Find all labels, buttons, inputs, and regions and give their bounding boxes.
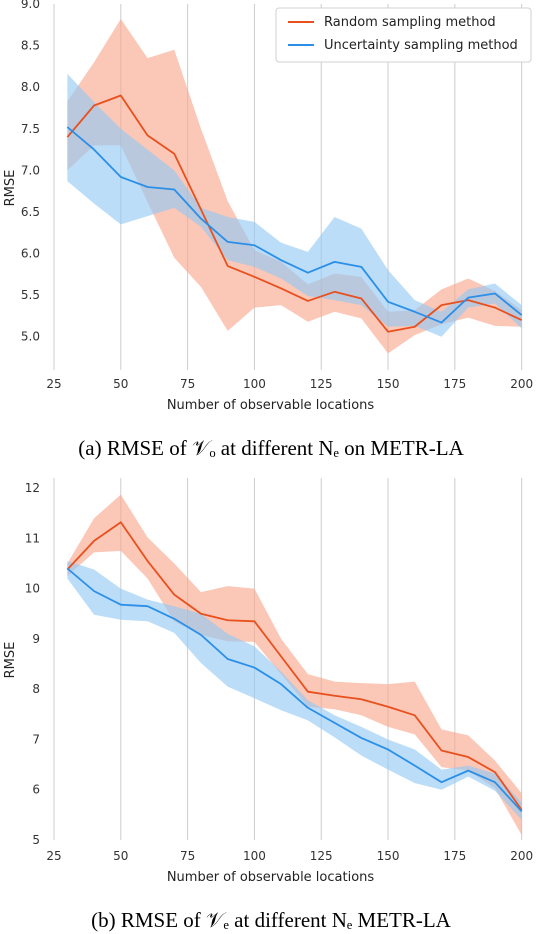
y-tick-label: 6.5: [21, 205, 40, 219]
y-axis-label: RMSE: [3, 170, 18, 207]
y-tick-label: 8: [32, 682, 40, 696]
x-axis-label: Number of observable locations: [167, 398, 375, 413]
chart-panel-a: 25 50 75 100 125 150 175 200 5.0 5.5 6.0 6.5 7.0 7.5 8…: [3, 0, 533, 413]
y-tick-label: 12: [25, 481, 40, 495]
x-tick-label: 25: [46, 849, 61, 863]
y-tick-label: 7.0: [21, 163, 40, 177]
line-uncertainty: [66, 567, 523, 812]
y-tick-label: 6: [32, 783, 40, 797]
y-tick-label: 8.5: [21, 39, 40, 53]
x-tick-label: 100: [243, 377, 266, 391]
y-axis-label: RMSE: [3, 642, 18, 679]
x-tick-label: 200: [510, 849, 533, 863]
x-tick-label: 100: [243, 849, 266, 863]
x-tick-label: 75: [180, 377, 195, 391]
y-tick-label: 9: [32, 632, 40, 646]
legend-label-random: Random sampling method: [324, 15, 496, 30]
y-tick-label: 7.5: [21, 122, 40, 136]
x-tick-label: 50: [113, 377, 128, 391]
y-tick-label: 8.0: [21, 80, 40, 94]
caption-b: (b) RMSE of 𝒱ₑ at different Nₑ METR-LA: [91, 908, 452, 932]
x-tick-label: 175: [443, 849, 466, 863]
x-tick-label: 125: [310, 849, 333, 863]
x-tick-label: 75: [180, 849, 195, 863]
y-tick-label: 7: [32, 732, 40, 746]
band-random: [67, 18, 522, 354]
band-uncertainty: [67, 73, 522, 337]
caption-a: (a) RMSE of 𝒱ₒ at different Nₑ on METR-L…: [78, 436, 464, 460]
x-tick-label: 175: [443, 377, 466, 391]
line-random: [66, 94, 523, 333]
y-tick-label: 5.5: [21, 288, 40, 302]
y-tick-label: 11: [25, 531, 40, 545]
legend-label-uncertainty: Uncertainty sampling method: [324, 38, 518, 53]
x-tick-label: 50: [113, 849, 128, 863]
x-tick-label: 125: [310, 377, 333, 391]
x-tick-label: 150: [377, 377, 400, 391]
x-tick-label: 150: [377, 849, 400, 863]
line-random: [66, 521, 523, 811]
legend: Random sampling method Uncertainty sampl…: [275, 7, 532, 63]
y-tick-label: 5.0: [21, 330, 40, 344]
y-tick-label: 9.0: [21, 0, 40, 11]
x-axis-label: Number of observable locations: [167, 870, 375, 885]
x-tick-label: 200: [510, 377, 533, 391]
y-tick-label: 5: [32, 833, 40, 847]
y-tick-label: 10: [25, 582, 40, 596]
band-random: [67, 494, 522, 835]
line-uncertainty: [66, 126, 523, 324]
legend-box: [275, 7, 532, 63]
y-tick-label: 6.0: [21, 247, 40, 261]
chart-panel-b: 25 50 75 100 125 150 175 200 5 6 7 8 9 10 11 12 Number o…: [3, 478, 533, 885]
band-uncertainty: [67, 560, 522, 820]
x-tick-label: 25: [46, 377, 61, 391]
